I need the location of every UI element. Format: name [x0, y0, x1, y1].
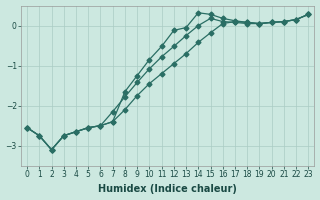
X-axis label: Humidex (Indice chaleur): Humidex (Indice chaleur): [98, 184, 237, 194]
